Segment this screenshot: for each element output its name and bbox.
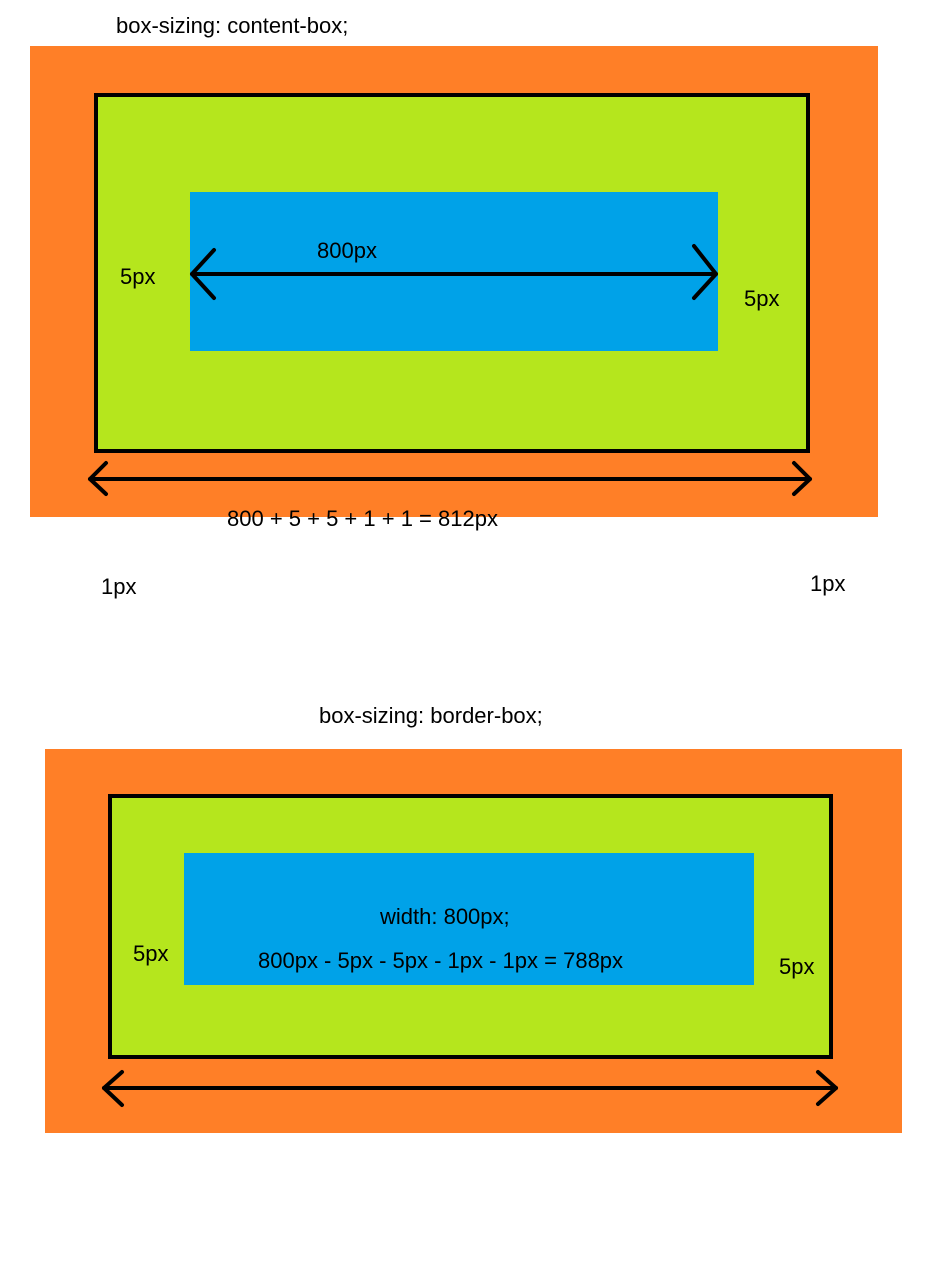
total-width-arrow-right-head	[792, 461, 812, 496]
content-width-arrow	[190, 244, 718, 300]
content-width-label: 800px	[317, 238, 377, 263]
border-box-width-arrow-right-head	[816, 1070, 838, 1106]
border-box-content-area	[184, 853, 754, 985]
content-box-title: box-sizing: content-box;	[116, 13, 349, 38]
content-box-padding-right-label: 5px	[744, 286, 780, 311]
border-box-content-formula: 800px - 5px - 5px - 1px - 1px = 788px	[258, 948, 624, 973]
total-width-arrow	[88, 461, 812, 496]
border-box-title: box-sizing: border-box;	[319, 703, 543, 728]
content-box-padding-left-label: 5px	[120, 264, 156, 289]
border-box-width-arrow-left-head	[102, 1070, 124, 1107]
border-box-width-arrow	[102, 1070, 838, 1107]
content-box-content-area	[190, 192, 718, 351]
content-width-arrow-right-head	[692, 244, 718, 300]
total-width-arrow-left-head	[88, 461, 108, 496]
content-box-border-right-label: 1px	[810, 571, 846, 596]
content-width-arrow-left-head	[190, 248, 216, 300]
content-box-border-left-label: 1px	[101, 574, 137, 599]
border-box-padding-left-label: 5px	[133, 941, 169, 966]
border-box-padding-right-label: 5px	[779, 954, 815, 979]
total-width-formula: 800 + 5 + 5 + 1 + 1 = 812px	[227, 506, 498, 531]
border-box-width-label: width: 800px;	[380, 904, 510, 929]
